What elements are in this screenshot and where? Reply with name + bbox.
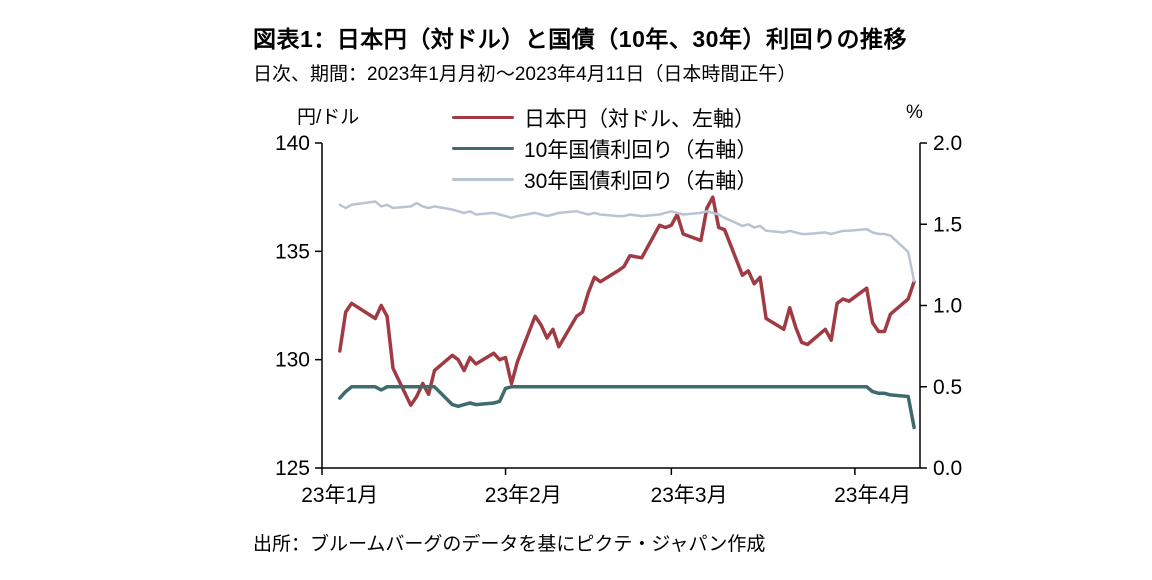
x-axis-tick-label: 23年1月	[301, 484, 378, 507]
chart-subtitle: 日次、期間：2023年1月月初～2023年4月11日（日本時間正午）	[253, 64, 797, 85]
left-axis-tick-label: 130	[275, 349, 310, 372]
right-axis-tick-label: 0.0	[933, 457, 962, 480]
right-axis-tick-label: 1.0	[933, 295, 962, 318]
right-axis-tick-label: 1.5	[933, 213, 962, 236]
legend-line-swatch	[452, 178, 514, 181]
legend-item-jgb10y: 10年国債利回り（右軸）	[452, 134, 757, 163]
series-line-jpy	[338, 195, 916, 407]
series-line-jgb30y	[338, 200, 916, 283]
left-axis-tick-label: 125	[275, 457, 310, 480]
right-axis-tick-label: 0.5	[933, 376, 962, 399]
x-axis-tick-label: 23年3月	[651, 484, 728, 507]
chart-title: 図表1：日本円（対ドル）と国債（10年、30年）利回りの推移	[253, 26, 907, 52]
left-axis-tick-label: 140	[275, 132, 310, 155]
series-line-jgb10y	[338, 385, 916, 430]
x-axis-tick-label: 23年4月	[834, 484, 911, 507]
legend-line-swatch	[452, 146, 514, 151]
legend-label: 10年国債利回り（右軸）	[524, 138, 758, 162]
legend-item-jgb30y: 30年国債利回り（右軸）	[452, 165, 757, 194]
legend-item-jpy: 日本円（対ドル、左軸）	[452, 103, 757, 132]
legend-label: 30年国債利回り（右軸）	[524, 169, 758, 193]
legend-label: 日本円（対ドル、左軸）	[524, 107, 755, 131]
chart-legend: 日本円（対ドル、左軸） 10年国債利回り（右軸） 30年国債利回り（右軸）	[452, 103, 757, 194]
x-axis-tick-label: 23年2月	[485, 484, 562, 507]
right-axis-unit-label: %	[906, 102, 923, 123]
source-note: 出所：ブルームバーグのデータを基にピクテ・ジャパン作成	[253, 534, 766, 555]
right-axis-tick-label: 2.0	[933, 132, 962, 155]
legend-line-swatch	[452, 115, 514, 120]
left-axis-tick-label: 135	[275, 240, 310, 263]
left-axis-unit-label: 円/ドル	[297, 107, 360, 128]
